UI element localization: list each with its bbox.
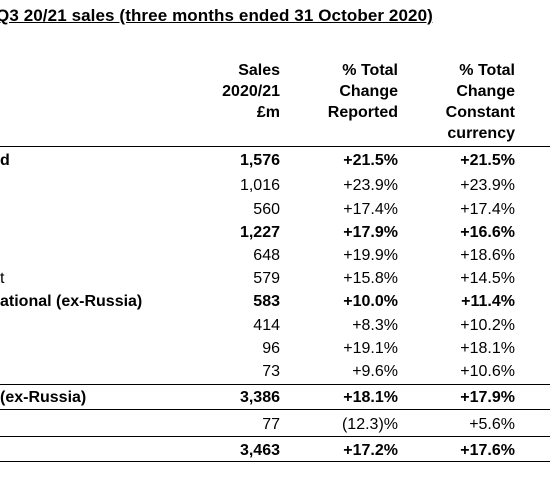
header-reported-line-1: % Total bbox=[342, 62, 398, 79]
row-label: ational (ex-Russia) bbox=[0, 293, 143, 310]
row-label: d bbox=[0, 152, 10, 169]
table-row: 414 +8.3% +10.2% bbox=[0, 314, 550, 337]
header-constant-line-4: currency bbox=[447, 125, 515, 142]
table-row: d 1,576 +21.5% +21.5% bbox=[0, 149, 550, 172]
table-row: t 579 +15.8% +14.5% bbox=[0, 267, 550, 290]
row-change-reported: +17.4% bbox=[343, 201, 398, 218]
row-sales: 414 bbox=[253, 317, 280, 334]
row-change-reported: +23.9% bbox=[343, 177, 398, 194]
row-sales: 3,386 bbox=[239, 389, 280, 406]
row-change-constant: +18.1% bbox=[460, 340, 515, 357]
header-constant-line-1: % Total bbox=[459, 62, 515, 79]
row-change-reported: +15.8% bbox=[343, 270, 398, 287]
table-row: 560 +17.4% +17.4% bbox=[0, 198, 550, 221]
row-sales: 1,016 bbox=[239, 177, 280, 194]
header-constant-line-3: Constant bbox=[445, 104, 515, 121]
header-constant-line-2: Change bbox=[456, 83, 515, 100]
row-change-reported: +8.3% bbox=[352, 317, 398, 334]
row-change-constant: +11.4% bbox=[461, 293, 515, 310]
row-change-constant: +18.6% bbox=[460, 247, 515, 264]
row-change-constant: +17.6% bbox=[460, 442, 515, 459]
header-sales-line-2: 2020/21 bbox=[222, 83, 280, 100]
row-change-reported: +21.5% bbox=[343, 152, 398, 169]
row-change-constant: +10.6% bbox=[460, 363, 515, 380]
row-sales: 1,576 bbox=[239, 152, 280, 169]
table-row: ational (ex-Russia) 583 +10.0% +11.4% bbox=[0, 290, 550, 313]
row-change-constant: +23.9% bbox=[460, 177, 515, 194]
row-change-constant: +16.6% bbox=[460, 224, 515, 241]
table-row: 3,463 +17.2% +17.6% bbox=[0, 439, 550, 462]
row-sales: 1,227 bbox=[239, 224, 280, 241]
row-change-reported: +19.1% bbox=[343, 340, 398, 357]
row-change-reported: (12.3)% bbox=[341, 416, 398, 433]
table-row: 1,227 +17.9% +16.6% bbox=[0, 221, 550, 244]
header-sales-line-3: £m bbox=[256, 104, 280, 121]
row-label: (ex-Russia) bbox=[0, 389, 87, 406]
section-divider bbox=[0, 409, 550, 410]
row-sales: 77 bbox=[262, 416, 280, 433]
table-row: (ex-Russia) 3,386 +18.1% +17.9% bbox=[0, 386, 550, 409]
row-sales: 3,463 bbox=[239, 442, 280, 459]
total-divider bbox=[0, 436, 550, 437]
row-change-constant: +17.4% bbox=[460, 201, 515, 218]
row-change-constant: +10.2% bbox=[460, 317, 515, 334]
page-title: Q3 20/21 sales (three months ended 31 Oc… bbox=[0, 6, 433, 25]
table-row: 73 +9.6% +10.6% bbox=[0, 360, 550, 383]
row-change-reported: +19.9% bbox=[343, 247, 398, 264]
table-row: 1,016 +23.9% +23.9% bbox=[0, 174, 550, 197]
row-change-reported: +17.9% bbox=[343, 224, 398, 241]
row-sales: 73 bbox=[262, 363, 280, 380]
row-change-reported: +17.2% bbox=[343, 442, 398, 459]
row-change-reported: +9.6% bbox=[352, 363, 398, 380]
header-constant-currency: % Total Change Constant currency bbox=[415, 60, 515, 144]
row-change-reported: +18.1% bbox=[343, 389, 398, 406]
row-change-reported: +10.0% bbox=[343, 293, 398, 310]
row-label: t bbox=[0, 270, 5, 287]
row-change-constant: +14.5% bbox=[460, 270, 515, 287]
row-change-constant: +21.5% bbox=[460, 152, 515, 169]
header-divider bbox=[0, 146, 550, 147]
table-row: 648 +19.9% +18.6% bbox=[0, 244, 550, 267]
row-sales: 96 bbox=[262, 340, 280, 357]
subtotal-divider bbox=[0, 384, 550, 385]
row-change-constant: +17.9% bbox=[460, 389, 515, 406]
table-row: 96 +19.1% +18.1% bbox=[0, 337, 550, 360]
table-row: 77 (12.3)% +5.6% bbox=[0, 413, 550, 436]
row-sales: 583 bbox=[253, 293, 280, 310]
bottom-divider bbox=[0, 461, 550, 462]
row-sales: 579 bbox=[253, 270, 280, 287]
header-reported-line-2: Change bbox=[339, 83, 398, 100]
header-reported: % Total Change Reported bbox=[300, 60, 398, 123]
row-sales: 560 bbox=[253, 201, 280, 218]
header-reported-line-3: Reported bbox=[327, 104, 398, 121]
header-sales-line-1: Sales bbox=[238, 62, 280, 79]
row-change-constant: +5.6% bbox=[469, 416, 515, 433]
header-sales: Sales 2020/21 £m bbox=[180, 60, 280, 123]
row-sales: 648 bbox=[253, 247, 280, 264]
